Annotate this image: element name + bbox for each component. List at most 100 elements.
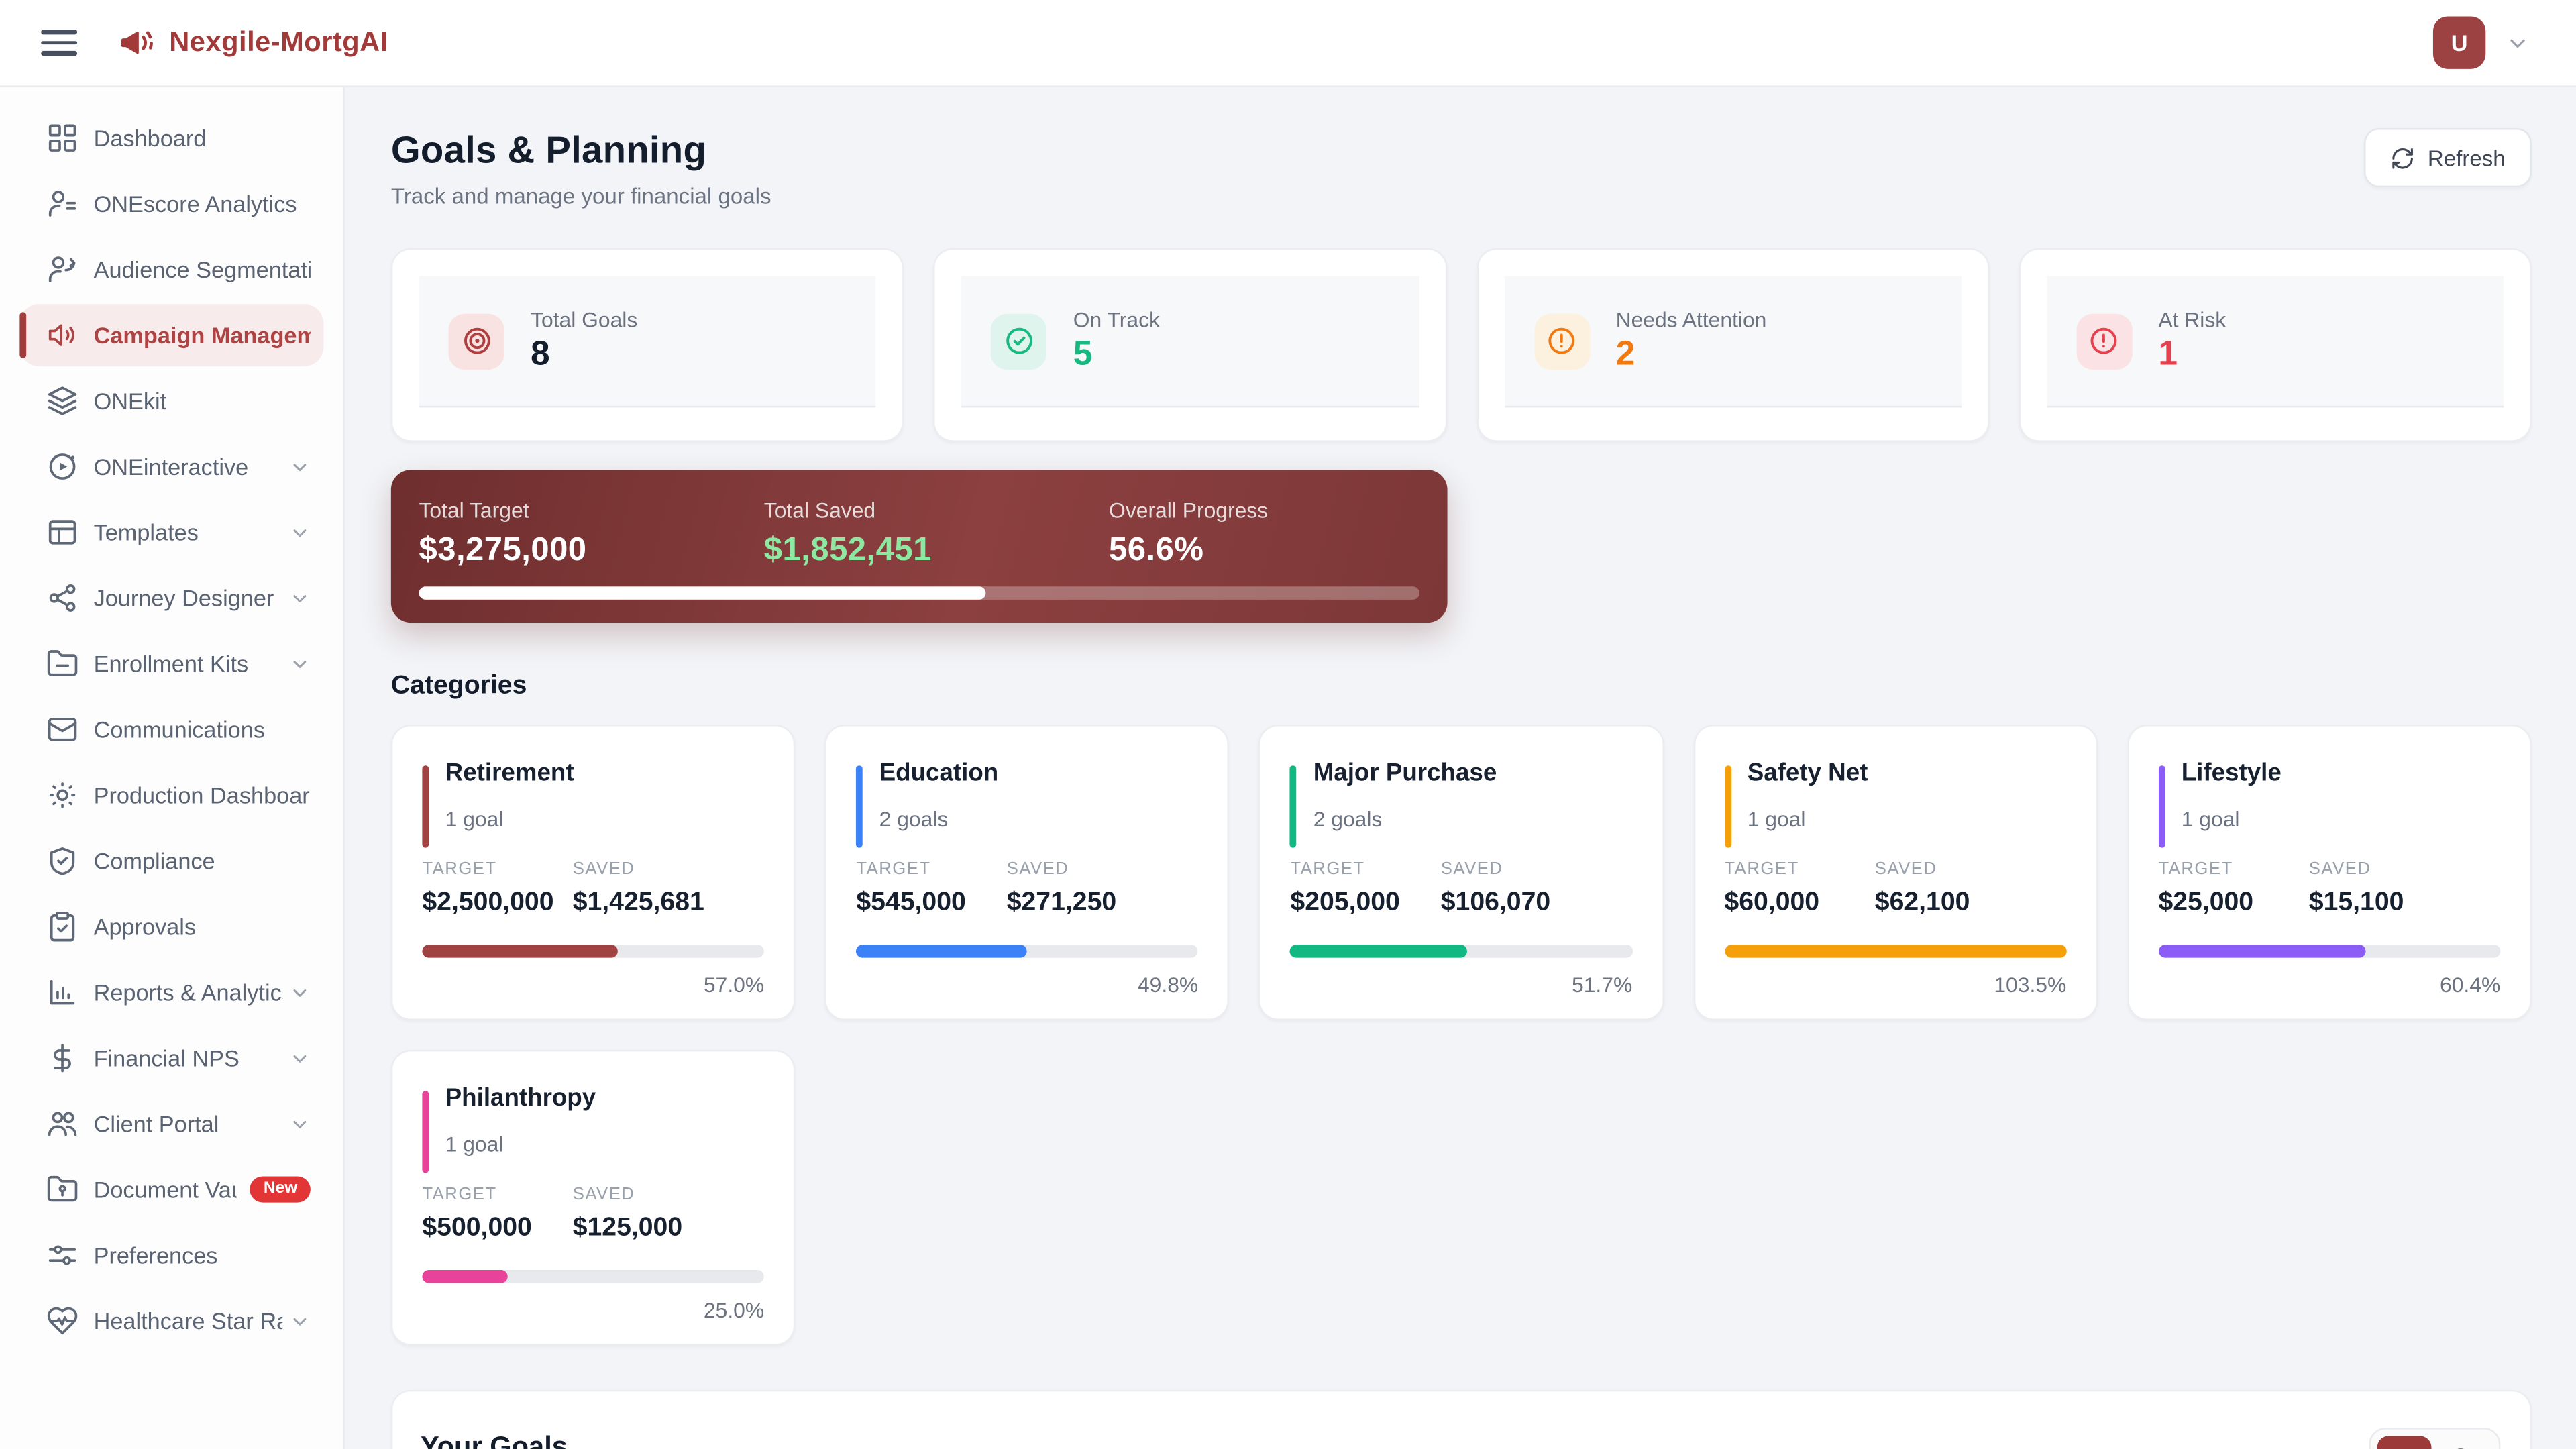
sidebar-item-dashboard[interactable]: Dashboard xyxy=(19,107,323,169)
goals-view-toggle: $ xyxy=(2369,1428,2501,1449)
category-percent: 49.8% xyxy=(1137,972,1199,998)
saved-value: $1,425,681 xyxy=(572,888,704,917)
folder-icon xyxy=(46,647,79,680)
categories-grid: Retirement 1 goal TARGET $2,500,000 SAVED… xyxy=(390,724,2532,1346)
target-value: $2,500,000 xyxy=(422,888,554,917)
sidebar-item-label: Preferences xyxy=(93,1242,218,1269)
category-accent-bar xyxy=(1290,765,1297,848)
sidebar-item-preferences[interactable]: Preferences xyxy=(19,1224,323,1286)
category-accent-bar xyxy=(422,765,429,848)
refresh-button[interactable]: Refresh xyxy=(2363,128,2532,188)
category-accent-bar xyxy=(1724,765,1731,848)
category-progress-fill xyxy=(2158,945,2365,958)
sidebar-item-enrollment-kits[interactable]: Enrollment Kits xyxy=(19,633,323,695)
flag-icon xyxy=(2453,1446,2477,1449)
page-title: Goals & Planning xyxy=(390,128,707,171)
sidebar-item-compliance[interactable]: Compliance xyxy=(19,830,323,892)
sidebar-item-communications[interactable]: Communications xyxy=(19,698,323,761)
category-card-safety-net: Safety Net 1 goal TARGET $60,000 SAVED $62… xyxy=(1693,724,2098,1020)
stat-card-on-track: On Track 5 xyxy=(933,248,1447,442)
grid-icon xyxy=(46,121,79,154)
category-name: Philanthropy xyxy=(445,1084,596,1112)
sidebar-item-oneinteractive[interactable]: ONEinteractive xyxy=(19,435,323,498)
sidebar-item-label: ONEinteractive xyxy=(93,453,249,480)
saved-value: $15,100 xyxy=(2308,888,2404,917)
header-right: U xyxy=(2432,16,2530,69)
stats-row: Total Goals 8 On Track 5 xyxy=(390,248,2532,442)
category-progress-bar xyxy=(422,945,765,958)
category-progress-bar xyxy=(856,945,1199,958)
category-percent: 25.0% xyxy=(703,1297,765,1323)
sidebar-item-client-portal[interactable]: Client Portal xyxy=(19,1093,323,1155)
category-name: Education xyxy=(879,759,999,788)
sidebar-item-audience-segmentation[interactable]: Audience Segmentation xyxy=(19,238,323,301)
category-accent-bar xyxy=(422,1091,429,1173)
sidebar-item-healthcare-star-rating[interactable]: Healthcare Star Rating xyxy=(19,1289,323,1352)
category-progress-fill xyxy=(422,945,617,958)
category-progress-bar xyxy=(1724,945,2067,958)
check-circle-icon xyxy=(991,313,1047,369)
category-goal-count: 1 goal xyxy=(1747,806,1806,832)
user-lines-icon xyxy=(46,187,79,220)
flag-toggle-button[interactable] xyxy=(2438,1436,2492,1449)
category-progress-bar xyxy=(2158,945,2501,958)
refresh-label: Refresh xyxy=(2427,145,2506,170)
sidebar-item-journey-designer[interactable]: Journey Designer xyxy=(19,567,323,629)
sidebar-item-document-vault[interactable]: Document Vault New xyxy=(19,1159,323,1221)
sidebar-item-onekit[interactable]: ONEkit xyxy=(19,370,323,432)
sidebar-item-campaign-management[interactable]: Campaign Management xyxy=(19,304,324,367)
sidebar-item-templates[interactable]: Templates xyxy=(19,501,323,564)
users-icon xyxy=(46,1108,79,1140)
target-icon xyxy=(448,313,504,369)
chevron-down-icon xyxy=(289,1310,311,1332)
overall-progress-fill xyxy=(419,586,985,600)
sidebar-item-label: Document Vault xyxy=(93,1176,237,1203)
refresh-icon xyxy=(2390,146,2415,170)
chevron-down-icon xyxy=(289,456,311,478)
alert-circle-icon xyxy=(1534,313,1590,369)
sidebar-item-production-dashboard[interactable]: Production Dashboard xyxy=(19,764,323,826)
stat-card-needs-attention: Needs Attention 2 xyxy=(1476,248,1990,442)
saved-label: SAVED xyxy=(1006,859,1069,879)
total-target-value: $3,275,000 xyxy=(419,532,587,569)
megaphone-icon xyxy=(118,25,154,61)
target-label: TARGET xyxy=(2158,859,2233,879)
sidebar-item-financial-nps[interactable]: Financial NPS xyxy=(19,1027,323,1089)
chevron-down-icon xyxy=(289,522,311,543)
saved-label: SAVED xyxy=(1440,859,1503,879)
sidebar-item-onescore-analytics[interactable]: ONEscore Analytics xyxy=(19,172,323,235)
chevron-down-icon[interactable] xyxy=(2506,30,2530,55)
stat-value: 8 xyxy=(531,335,550,374)
target-label: TARGET xyxy=(1290,859,1365,879)
target-value: $500,000 xyxy=(422,1214,532,1242)
sidebar-item-label: Campaign Management xyxy=(93,322,311,349)
sidebar-item-label: Approvals xyxy=(93,913,197,940)
stat-value: 5 xyxy=(1073,335,1093,374)
total-target-label: Total Target xyxy=(419,498,529,523)
total-saved-value: $1,852,451 xyxy=(763,532,932,569)
layers-icon xyxy=(46,384,79,417)
saved-label: SAVED xyxy=(572,859,635,879)
sidebar-item-label: Enrollment Kits xyxy=(93,650,249,677)
chevron-down-icon xyxy=(289,1047,311,1069)
saved-label: SAVED xyxy=(572,1184,635,1205)
category-card-education: Education 2 goals TARGET $545,000 SAVED $2… xyxy=(824,724,1230,1020)
category-name: Major Purchase xyxy=(1313,759,1497,788)
category-goal-count: 2 goals xyxy=(1313,806,1383,832)
overall-progress-bar xyxy=(419,586,1419,600)
sidebar-item-label: ONEscore Analytics xyxy=(93,191,297,217)
sidebar-item-label: Templates xyxy=(93,519,199,546)
page-header: Goals & Planning Track and manage your f… xyxy=(391,128,2532,209)
user-avatar[interactable]: U xyxy=(2432,16,2486,69)
sidebar-item-approvals[interactable]: Approvals xyxy=(19,896,323,958)
sidebar-item-label: Communications xyxy=(93,716,265,743)
saved-label: SAVED xyxy=(1874,859,1937,879)
stat-card-total-goals: Total Goals 8 xyxy=(390,248,904,442)
new-badge: New xyxy=(250,1176,311,1203)
stat-label: Total Goals xyxy=(531,308,638,333)
currency-toggle-button[interactable]: $ xyxy=(2377,1436,2432,1449)
category-progress-bar xyxy=(1290,945,1633,958)
stat-label: Needs Attention xyxy=(1615,308,1767,333)
sidebar-item-reports-analytics[interactable]: Reports & Analytics xyxy=(19,961,323,1024)
hamburger-menu-icon[interactable] xyxy=(40,26,83,59)
